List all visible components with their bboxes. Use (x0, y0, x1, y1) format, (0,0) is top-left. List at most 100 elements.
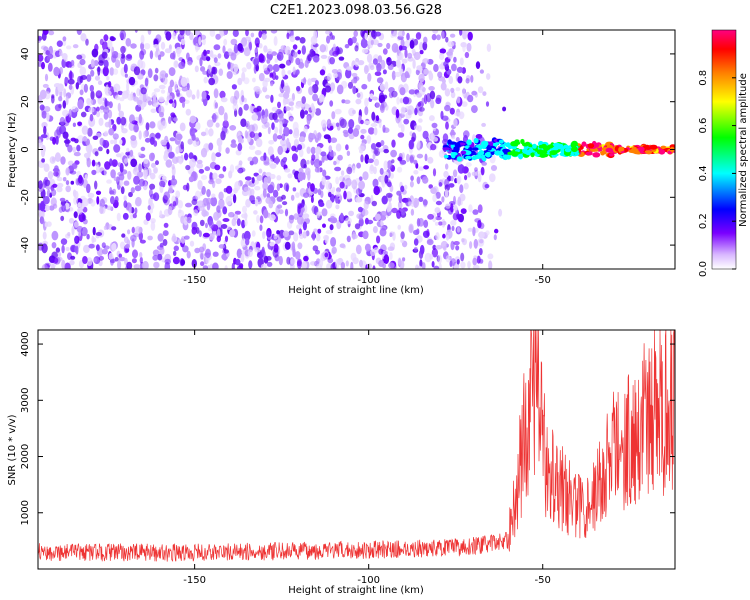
noise-cell (283, 126, 290, 137)
noise-cell (263, 77, 271, 83)
noise-cell (278, 93, 285, 98)
noise-cell (418, 217, 424, 227)
noise-cell (162, 239, 168, 246)
noise-cell (473, 238, 478, 249)
noise-cell (445, 203, 451, 209)
noise-cell (168, 99, 174, 104)
snr-y-ticks: 1000 2000 3000 4000 (20, 331, 675, 525)
noise-cell (197, 180, 203, 190)
noise-cell (418, 118, 423, 123)
noise-cell (351, 179, 358, 190)
noise-cell (276, 196, 283, 202)
noise-cell (346, 150, 351, 156)
noise-cell (354, 45, 359, 52)
noise-cell (358, 218, 364, 227)
noise-cell (419, 86, 426, 96)
noise-cell (107, 39, 113, 50)
noise-cell (143, 43, 151, 50)
noise-cell (391, 43, 399, 53)
noise-cell (169, 52, 176, 60)
noise-cell (432, 194, 437, 203)
noise-cell (223, 38, 228, 46)
noise-cell (378, 118, 382, 129)
noise-cell (301, 261, 307, 269)
noise-cell (43, 46, 49, 52)
noise-cell (399, 159, 407, 165)
noise-cell (410, 175, 414, 181)
noise-cell (195, 190, 201, 200)
noise-cell (484, 184, 490, 189)
noise-cell (388, 262, 395, 269)
noise-cell (157, 233, 164, 242)
noise-cell (265, 172, 272, 177)
noise-cell (335, 259, 340, 269)
noise-cell (266, 58, 271, 64)
noise-cell (198, 246, 205, 253)
noise-cell (125, 151, 131, 156)
noise-cell (64, 202, 70, 210)
noise-cell (70, 180, 75, 185)
noise-cell (262, 86, 268, 93)
noise-cell (249, 131, 255, 138)
noise-cell (428, 72, 434, 81)
noise-cell (263, 209, 269, 219)
noise-cell (440, 240, 448, 250)
noise-cell (65, 95, 69, 106)
noise-cell (160, 41, 166, 50)
noise-cell (255, 89, 262, 95)
noise-cell (98, 60, 104, 66)
noise-cell (364, 243, 371, 252)
noise-cell (96, 164, 100, 174)
noise-cell (59, 66, 63, 75)
noise-cell (382, 48, 388, 55)
noise-cell (309, 48, 315, 58)
noise-cell (191, 198, 198, 206)
noise-cell (120, 53, 126, 59)
noise-cell (450, 175, 454, 182)
noise-cell (331, 69, 338, 74)
noise-cell (335, 191, 341, 197)
noise-cell (151, 162, 156, 169)
noise-cell (268, 112, 275, 121)
noise-cell (43, 106, 51, 113)
noise-cell (290, 262, 295, 269)
noise-cell (125, 38, 132, 47)
noise-cell (323, 234, 330, 241)
noise-cell (118, 256, 126, 262)
noise-cell (292, 44, 298, 50)
noise-cell (372, 58, 378, 65)
noise-cell (47, 62, 53, 72)
noise-cell (311, 154, 316, 161)
noise-cell (429, 253, 434, 260)
noise-cell (116, 212, 121, 222)
noise-cell (471, 105, 478, 114)
noise-cell (185, 202, 192, 208)
noise-cell (433, 265, 440, 269)
noise-cell (173, 250, 177, 256)
noise-cell (237, 77, 243, 86)
noise-cell (55, 247, 61, 253)
noise-cell (379, 83, 386, 91)
noise-cell (164, 258, 171, 265)
noise-cell (61, 244, 65, 254)
noise-cell (331, 111, 336, 120)
noise-cell (229, 125, 237, 131)
figure-title: C2E1.2023.098.03.56.G28 (270, 3, 442, 18)
noise-cell (53, 171, 59, 177)
noise-cell (364, 32, 368, 40)
noise-cell (68, 108, 73, 118)
noise-cell (126, 53, 132, 59)
noise-cell (478, 248, 483, 256)
noise-cell (275, 205, 280, 215)
noise-cell (209, 50, 214, 58)
noise-cell (400, 72, 407, 83)
noise-cell (297, 215, 304, 225)
noise-cell (248, 260, 253, 269)
noise-cell (266, 230, 271, 238)
noise-cell (301, 45, 306, 55)
noise-cell (133, 66, 141, 76)
noise-cell (360, 154, 364, 163)
noise-cell (352, 85, 357, 95)
noise-cell (218, 244, 225, 249)
signal-cell (660, 145, 667, 149)
